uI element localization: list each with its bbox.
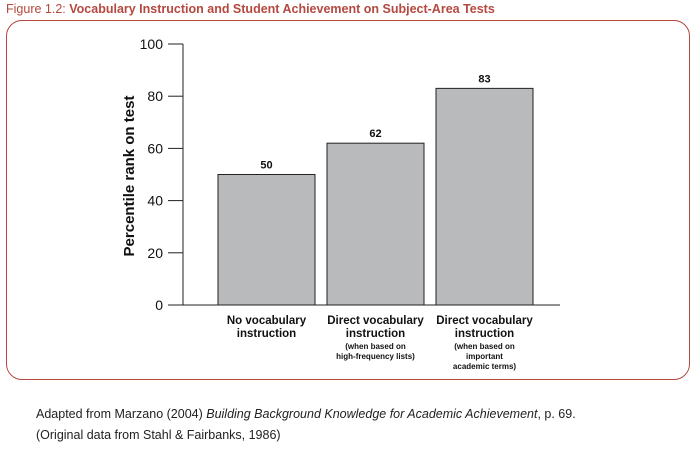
y-tick-label: 40 bbox=[147, 193, 163, 209]
bar bbox=[217, 174, 316, 306]
source-note: Adapted from Marzano (2004) Building Bac… bbox=[36, 404, 576, 446]
y-tick-label: 80 bbox=[147, 88, 163, 104]
category-label: Direct vocabulary bbox=[436, 315, 533, 327]
bar-value-label: 62 bbox=[369, 128, 381, 140]
category-label: No vocabulary bbox=[227, 315, 307, 327]
source-line-1: Adapted from Marzano (2004) Building Bac… bbox=[36, 407, 576, 421]
y-tick-label: 100 bbox=[140, 36, 164, 52]
bar-value-label: 50 bbox=[260, 160, 272, 172]
category-sublabel: (when based on bbox=[454, 342, 515, 351]
category-sublabel: high-frequency lists) bbox=[336, 352, 415, 361]
category-label: instruction bbox=[346, 328, 405, 340]
chart-panel bbox=[6, 20, 690, 380]
category-sublabel: academic terms) bbox=[453, 362, 516, 371]
source-book-title: Building Background Knowledge for Academ… bbox=[206, 407, 538, 421]
bar-chart: 0 20 40 60 80 100 Percentile rank on test 50 No … bbox=[121, 36, 560, 371]
category-label: Direct vocabulary bbox=[327, 315, 424, 327]
category-label: instruction bbox=[237, 328, 296, 340]
figure-caption: Figure 1.2: Vocabulary Instruction and S… bbox=[6, 2, 495, 16]
bar-value-label: 83 bbox=[478, 73, 490, 85]
y-axis-label: Percentile rank on test bbox=[121, 96, 138, 257]
y-tick-label: 0 bbox=[155, 297, 163, 313]
bar bbox=[435, 87, 534, 306]
category-sublabel: (when based on bbox=[345, 342, 406, 351]
y-tick-label: 20 bbox=[147, 245, 163, 261]
source-line-2: (Original data from Stahl & Fairbanks, 1… bbox=[36, 428, 281, 442]
figure-title: Vocabulary Instruction and Student Achie… bbox=[69, 2, 495, 16]
category-sublabel: important bbox=[466, 352, 503, 361]
bar bbox=[326, 142, 425, 306]
category-label: instruction bbox=[455, 328, 514, 340]
y-tick-label: 60 bbox=[147, 140, 163, 156]
figure-label: Figure 1.2: bbox=[6, 2, 66, 16]
